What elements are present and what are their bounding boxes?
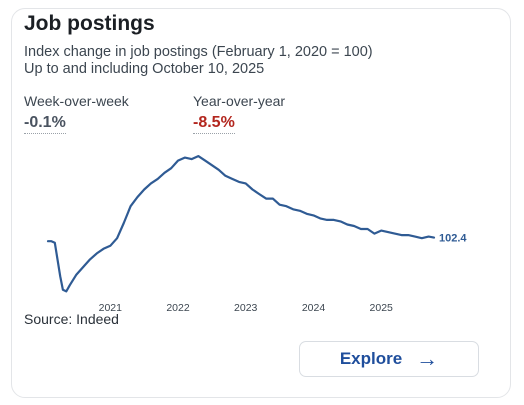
x-tick-label-2022: 2022 — [166, 302, 190, 314]
job-postings-line-chart: 2021 2022 2023 2024 2025 102.4 — [46, 155, 467, 314]
explore-button[interactable]: Explore → — [299, 341, 479, 377]
card-title: Job postings — [24, 12, 155, 35]
year-over-year-metric: Year-over-year -8.5% — [193, 93, 285, 134]
week-over-week-label: Week-over-week — [24, 93, 129, 109]
chart-subtitle: Index change in job postings (February 1… — [24, 44, 373, 60]
latest-value-label: 102.4 — [439, 233, 467, 245]
week-over-week-metric: Week-over-week -0.1% — [24, 93, 129, 134]
job-postings-card — [11, 8, 511, 398]
chart-date-range: Up to and including October 10, 2025 — [24, 61, 265, 77]
x-tick-label-2024: 2024 — [302, 302, 326, 314]
job-postings-series-line — [46, 155, 436, 293]
x-tick-label-2023: 2023 — [234, 302, 258, 314]
x-tick-label-2021: 2021 — [99, 302, 123, 314]
source-note: Source: Indeed — [24, 311, 119, 327]
x-tick-label-2025: 2025 — [370, 302, 394, 314]
week-over-week-value: -0.1% — [24, 114, 66, 134]
explore-button-label: Explore — [339, 349, 403, 368]
arrow-right-icon: → — [416, 346, 439, 371]
year-over-year-label: Year-over-year — [193, 93, 286, 109]
x-axis-ticks: 2021 2022 2023 2024 2025 — [99, 302, 393, 314]
year-over-year-value: -8.5% — [193, 114, 235, 134]
